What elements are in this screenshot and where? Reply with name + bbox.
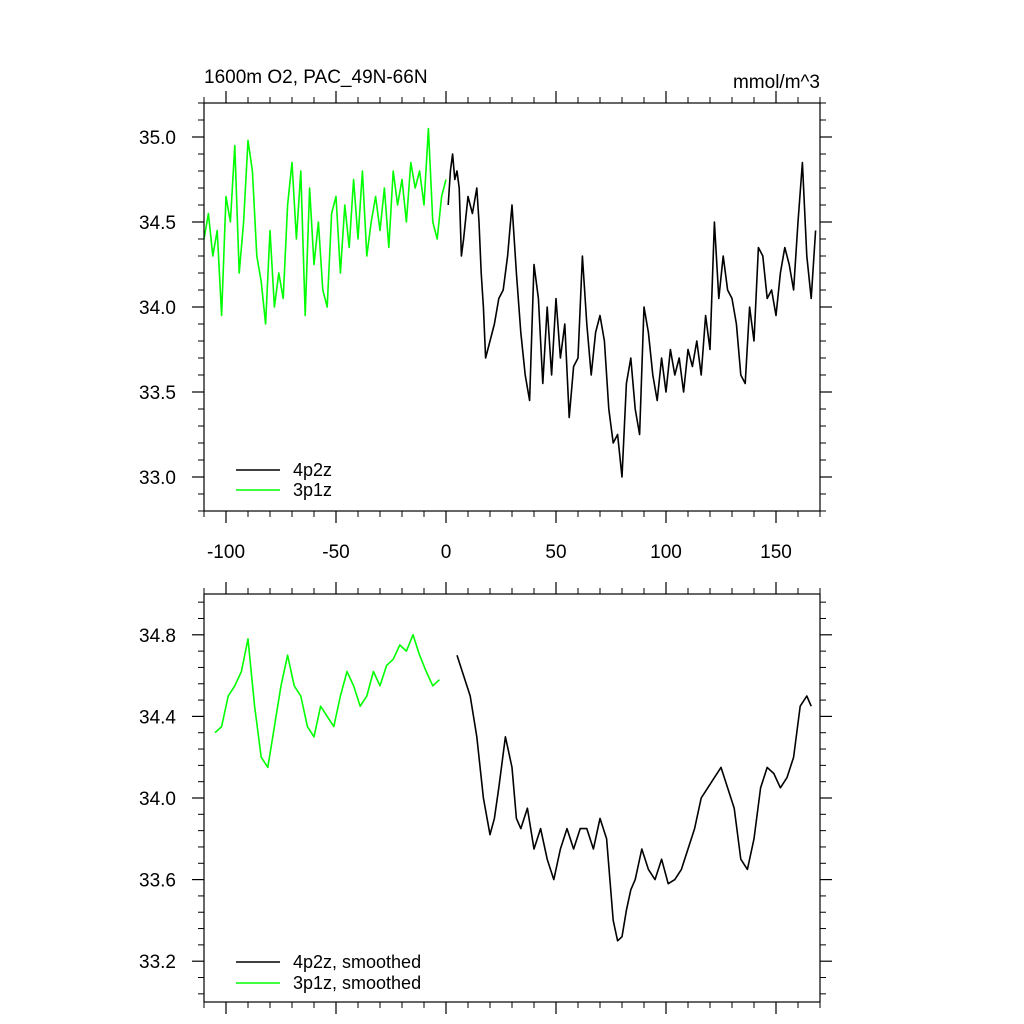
top-plot-frame [203,102,821,512]
top-y-tick-label: 33.5 [139,383,176,404]
top-panel: 1600m O2, PAC_49N-66N mmol/m^3 -100 -50 0 5… [139,67,832,563]
legend-label-3p1z: 3p1z [293,480,332,500]
top-x-tick-label: -100 [207,542,245,563]
top-y-tick-label: 35.0 [139,128,176,149]
bottom-panel: 33.2 33.6 34.0 34.4 34.8 4p2z, smoothed 3p1z… [139,582,832,1014]
bottom-y-tick-label: 34.0 [139,789,176,810]
units-label: mmol/m^3 [733,72,820,93]
top-x-tick-label: 50 [545,542,566,563]
bottom-series-line-3p1z-smoothed [214,633,440,769]
top-y-tick-label: 33.0 [139,468,176,489]
top-series-line-4p2z [447,153,817,478]
top-x-tick-label: -50 [322,542,349,563]
top-x-tick-label: 0 [441,542,452,563]
bottom-plot-frame [203,593,821,1003]
bottom-y-tick-label: 34.4 [139,707,176,728]
bottom-y-tick-label: 33.2 [139,952,176,973]
top-legend: 4p2z 3p1z [236,460,332,500]
legend-label-4p2z-smoothed: 4p2z, smoothed [293,952,421,972]
bottom-y-tick-label: 33.6 [139,871,176,892]
bottom-series-line-4p2z-smoothed [456,654,812,942]
legend-label-3p1z-smoothed: 3p1z, smoothed [293,973,421,993]
bottom-y-tick-label: 34.8 [139,626,176,647]
chart-title: 1600m O2, PAC_49N-66N [204,67,428,88]
top-series-line-3p1z [203,127,447,325]
top-y-tick-label: 34.0 [139,298,176,319]
legend-label-4p2z: 4p2z [293,460,332,480]
top-x-tick-label: 150 [760,542,792,563]
bottom-legend: 4p2z, smoothed 3p1z, smoothed [236,952,421,993]
top-y-tick-label: 34.5 [139,213,176,234]
top-x-tick-label: 100 [650,542,682,563]
